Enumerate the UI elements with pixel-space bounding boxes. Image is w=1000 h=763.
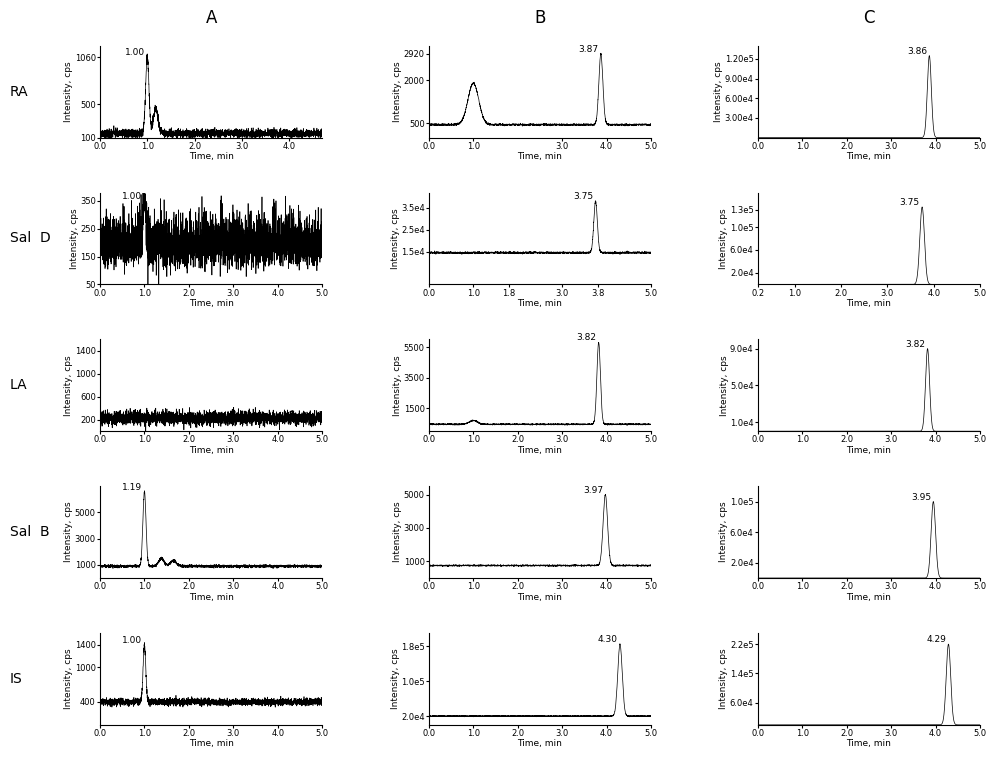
- Text: 3.82: 3.82: [576, 333, 596, 343]
- X-axis label: Time, min: Time, min: [189, 152, 234, 161]
- X-axis label: Time, min: Time, min: [518, 446, 562, 455]
- X-axis label: Time, min: Time, min: [189, 299, 234, 308]
- Text: IS: IS: [10, 672, 23, 686]
- Text: 4.29: 4.29: [926, 635, 946, 644]
- Text: C: C: [863, 8, 875, 27]
- X-axis label: Time, min: Time, min: [846, 299, 891, 308]
- Y-axis label: Intensity, cps: Intensity, cps: [393, 61, 402, 122]
- Text: 1.19: 1.19: [122, 483, 142, 491]
- X-axis label: Time, min: Time, min: [518, 593, 562, 601]
- Text: 3.82: 3.82: [905, 340, 925, 349]
- Text: Sal  B: Sal B: [10, 525, 50, 539]
- X-axis label: Time, min: Time, min: [189, 593, 234, 601]
- Text: 4.30: 4.30: [598, 635, 618, 644]
- Text: RA: RA: [10, 85, 29, 98]
- Y-axis label: Intensity, cps: Intensity, cps: [714, 61, 723, 122]
- X-axis label: Time, min: Time, min: [189, 739, 234, 749]
- Y-axis label: Intensity, cps: Intensity, cps: [64, 61, 73, 122]
- Text: Sal  D: Sal D: [10, 231, 51, 246]
- Y-axis label: Intensity, cps: Intensity, cps: [391, 208, 400, 269]
- X-axis label: Time, min: Time, min: [518, 152, 562, 161]
- Text: 3.97: 3.97: [583, 485, 603, 494]
- Y-axis label: Intensity, cps: Intensity, cps: [719, 208, 728, 269]
- Y-axis label: Intensity, cps: Intensity, cps: [64, 502, 73, 562]
- Text: 3.95: 3.95: [911, 493, 931, 501]
- Y-axis label: Intensity, cps: Intensity, cps: [64, 355, 73, 416]
- Text: 3.75: 3.75: [573, 192, 593, 201]
- Text: 3.87: 3.87: [579, 45, 599, 54]
- Text: 1.00: 1.00: [122, 192, 142, 201]
- Text: LA: LA: [10, 378, 28, 392]
- X-axis label: Time, min: Time, min: [846, 593, 891, 601]
- Y-axis label: Intensity, cps: Intensity, cps: [719, 502, 728, 562]
- X-axis label: Time, min: Time, min: [846, 152, 891, 161]
- Y-axis label: Intensity, cps: Intensity, cps: [393, 355, 402, 416]
- Text: A: A: [205, 8, 217, 27]
- Y-axis label: Intensity, cps: Intensity, cps: [391, 649, 400, 710]
- Text: 1.00: 1.00: [122, 636, 142, 645]
- X-axis label: Time, min: Time, min: [518, 299, 562, 308]
- X-axis label: Time, min: Time, min: [846, 446, 891, 455]
- Text: 1.00: 1.00: [125, 49, 145, 57]
- Text: 3.75: 3.75: [900, 198, 920, 207]
- Y-axis label: Intensity, cps: Intensity, cps: [720, 355, 729, 416]
- Y-axis label: Intensity, cps: Intensity, cps: [719, 649, 728, 710]
- Y-axis label: Intensity, cps: Intensity, cps: [393, 502, 402, 562]
- X-axis label: Time, min: Time, min: [846, 739, 891, 749]
- X-axis label: Time, min: Time, min: [189, 446, 234, 455]
- Text: 3.86: 3.86: [907, 47, 927, 56]
- Text: B: B: [534, 8, 546, 27]
- Y-axis label: Intensity, cps: Intensity, cps: [70, 208, 79, 269]
- Y-axis label: Intensity, cps: Intensity, cps: [64, 649, 73, 710]
- X-axis label: Time, min: Time, min: [518, 739, 562, 749]
